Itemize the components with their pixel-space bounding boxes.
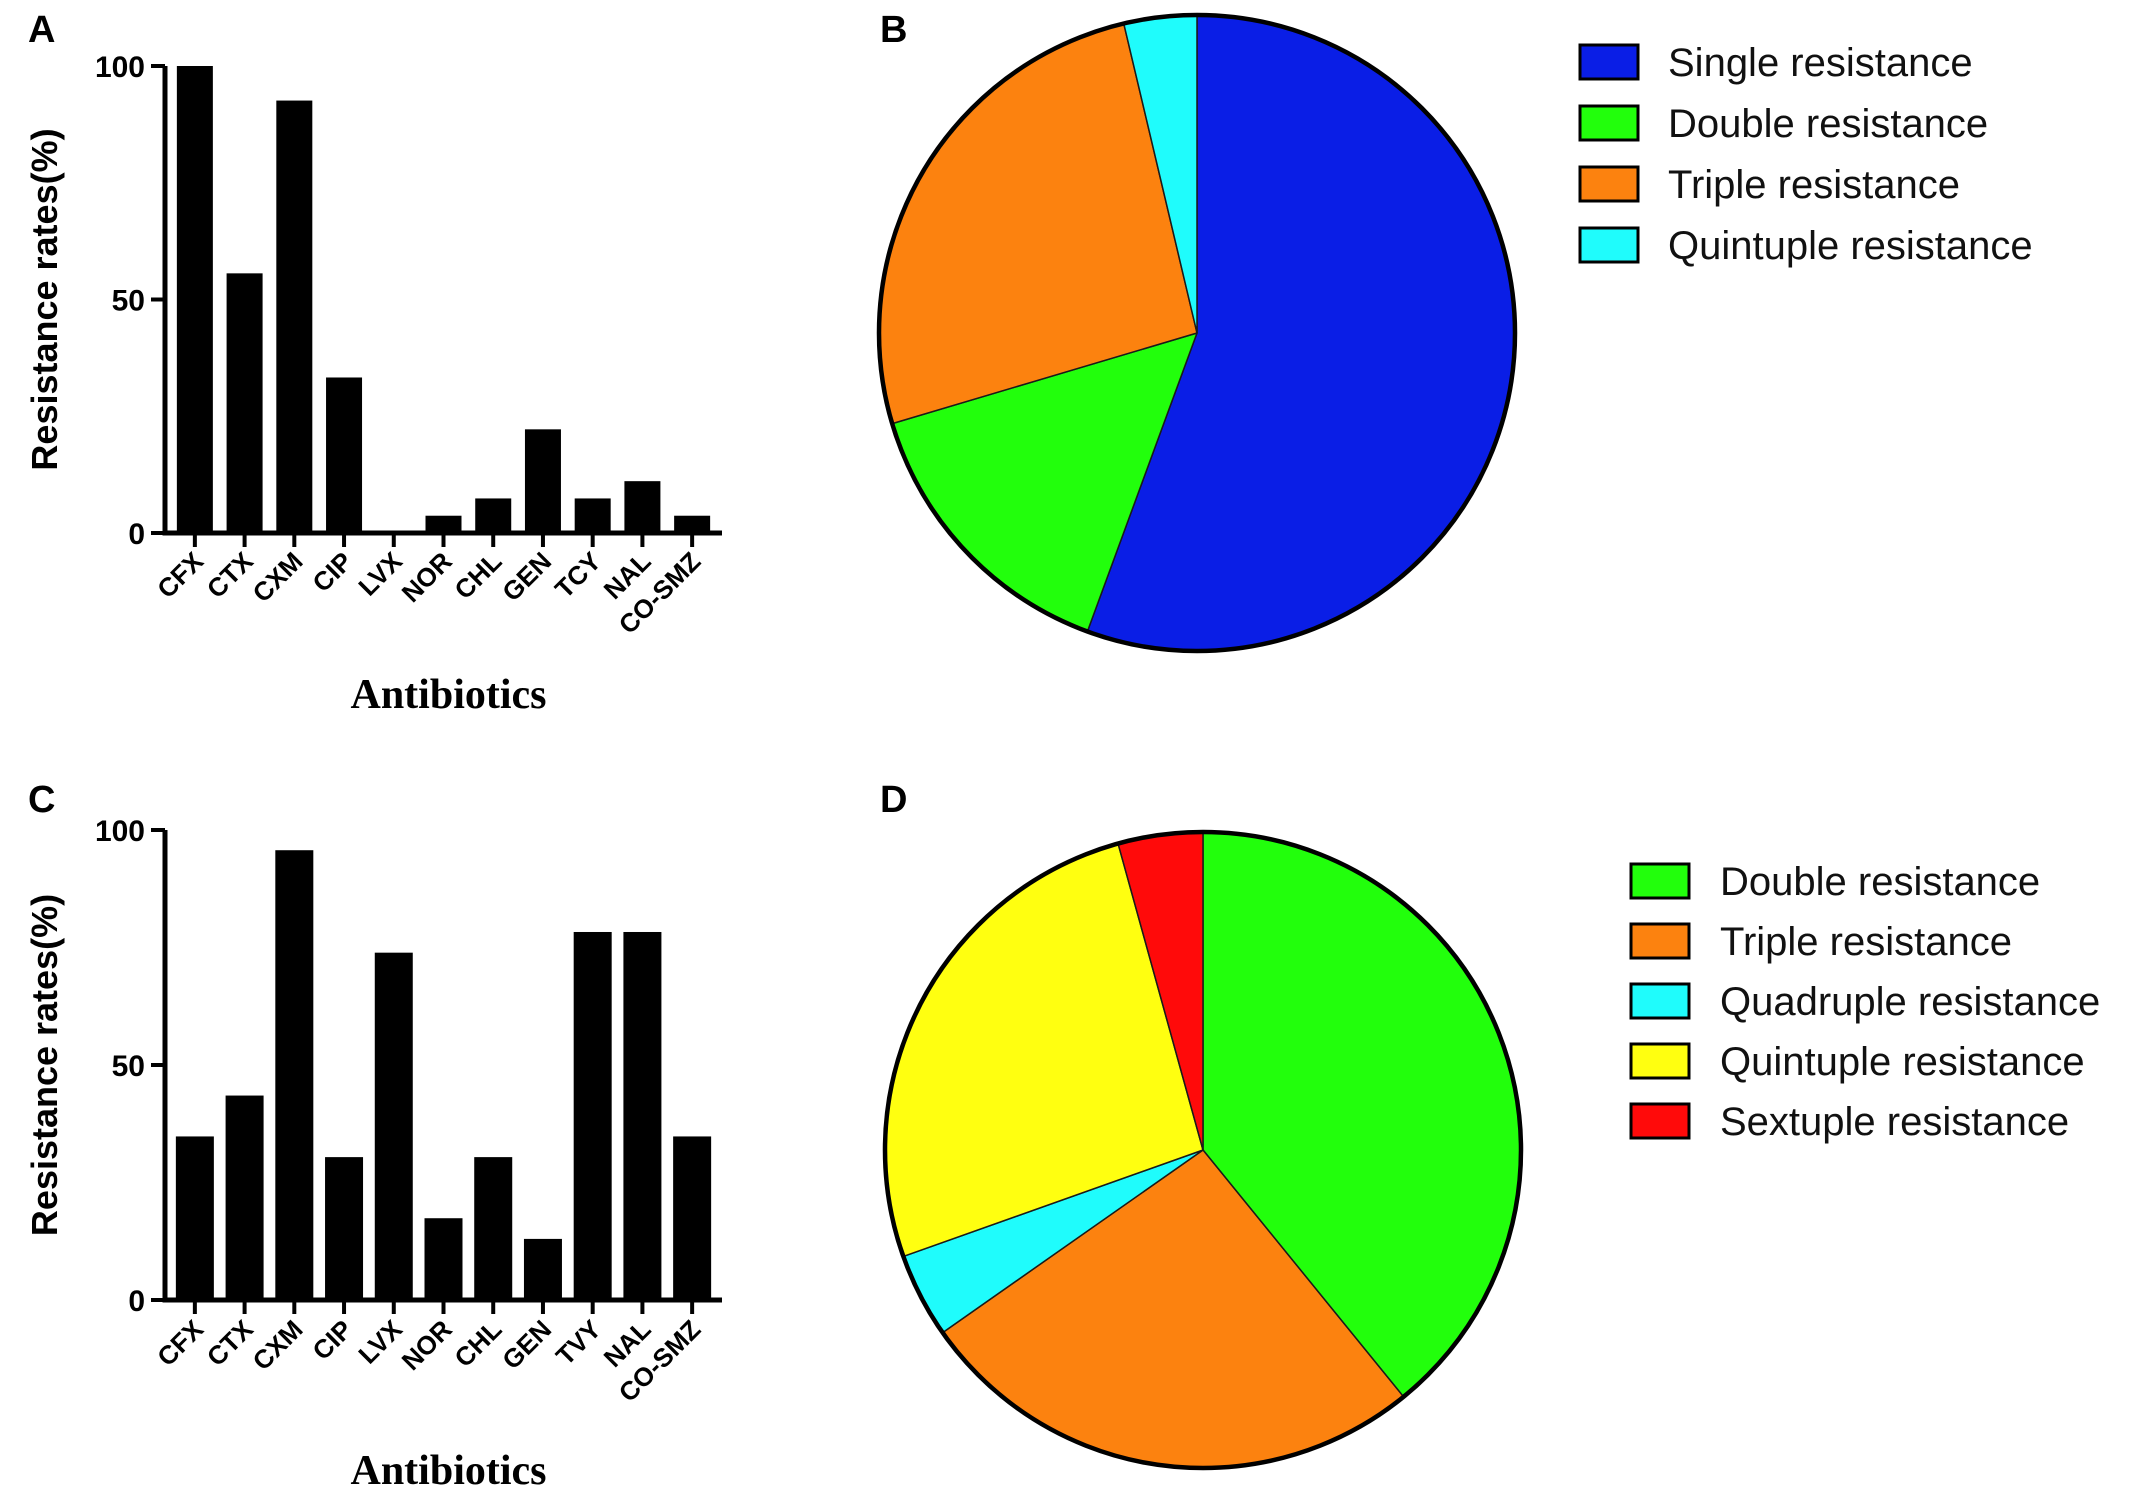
y-axis-title: Resistance rates(%) [24,128,65,470]
bar-co-smz[interactable] [674,515,711,533]
panel-d: D Double resistance Triple resistance Quadr… [880,779,2100,1471]
legend-swatch [1629,982,1691,1020]
y-tick-label: 0 [128,1285,145,1318]
x-tick-label-cxm: CXM [246,546,308,608]
panel-label-a: A [28,9,55,51]
x-tick-label-chl: CHL [448,546,507,605]
x-tick-label-lvx: LVX [352,546,408,602]
panel-c: C050100CFXCTXCXMCIPLVXNORCHLGENTVYNALCO-… [24,779,722,1494]
bar-co-smz[interactable] [673,1136,712,1300]
bar-lvx[interactable] [374,952,413,1300]
bar-cxm[interactable] [275,850,314,1300]
bar-nal[interactable] [623,931,662,1300]
legend-label-single-resistance: Single resistance [1668,41,1973,85]
legend-label-quintuple-resistance: Quintuple resistance [1668,224,2033,268]
x-tick-label-tcy: TCY [549,546,607,604]
x-tick-label-nor: NOR [396,546,458,608]
legend-item[interactable]: Double resistance [1578,102,1988,146]
legend-label-triple-resistance: Triple resistance [1668,163,1960,207]
legend-label-triple-resistance: Triple resistance [1720,920,2012,964]
x-tick-label-ctx: CTX [201,546,259,604]
bar-ctx[interactable] [225,1095,264,1300]
y-tick-label: 100 [95,815,145,848]
bar-chl[interactable] [474,1157,513,1300]
legend-swatch [1629,1102,1691,1140]
bar-cip[interactable] [325,1157,364,1300]
legend-swatch [1629,1042,1691,1080]
legend-swatch [1578,104,1640,142]
legend-item[interactable]: Double resistance [1629,860,2040,904]
legend-swatch [1578,226,1640,264]
bar-cfx[interactable] [175,1136,214,1300]
bar-tcy[interactable] [574,498,611,533]
x-tick-label-cfx: CFX [151,546,209,604]
bar-tvy[interactable] [573,931,612,1300]
panel-a: A050100CFXCTXCXMCIPLVXNORCHLGENTCYNALCO-… [24,9,722,718]
bar-nor[interactable] [425,515,462,533]
panel-label-b: B [880,9,907,51]
bar-cfx[interactable] [176,66,213,533]
panel-b: B Single resistance Double resistance Tripl… [876,9,2033,654]
legend-swatch [1578,165,1640,203]
legend-item[interactable]: Sextuple resistance [1629,1100,2069,1144]
x-tick-label-ctx: CTX [201,1314,259,1372]
bar-cip[interactable] [326,377,363,533]
legend-swatch [1629,862,1691,900]
y-tick-label: 50 [112,285,145,318]
y-tick-label: 100 [95,51,145,84]
legend: Double resistance Triple resistance Quadru… [1629,860,2100,1144]
legend-label-quintuple-resistance: Quintuple resistance [1720,1040,2085,1084]
x-tick-label-cfx: CFX [151,1314,209,1372]
x-tick-label-chl: CHL [448,1314,507,1373]
bar-nal[interactable] [624,481,661,533]
bar-ctx[interactable] [226,273,263,533]
legend-item[interactable]: Quadruple resistance [1629,980,2100,1024]
x-tick-label-cxm: CXM [246,1314,308,1376]
x-tick-label-cip: CIP [306,546,358,598]
legend-item[interactable]: Quintuple resistance [1578,224,2033,268]
x-tick-label-nor: NOR [396,1314,458,1376]
legend-item[interactable]: Triple resistance [1629,920,2012,964]
x-tick-label-lvx: LVX [352,1314,408,1370]
y-axis-title: Resistance rates(%) [24,894,65,1236]
legend: Single resistance Double resistance Triple… [1578,41,2033,268]
bar-cxm[interactable] [276,100,313,534]
legend-label-sextuple-resistance: Sextuple resistance [1720,1100,2069,1144]
bar-gen[interactable] [523,1238,562,1300]
x-axis-title: Antibiotics [350,672,546,718]
pie-outline [882,829,1524,1471]
x-tick-label-gen: GEN [496,1314,557,1375]
pie-outline [876,12,1518,654]
y-tick-label: 50 [112,1050,145,1083]
legend-item[interactable]: Quintuple resistance [1629,1040,2085,1084]
x-tick-label-cip: CIP [306,1314,358,1366]
x-tick-label-gen: GEN [496,546,557,607]
bar-chl[interactable] [475,498,512,533]
legend-swatch [1578,43,1640,81]
legend-item[interactable]: Single resistance [1578,41,1973,85]
x-axis-title: Antibiotics [350,1448,546,1494]
panel-label-c: C [28,779,55,821]
legend-label-double-resistance: Double resistance [1668,102,1988,146]
legend-swatch [1629,922,1691,960]
legend-label-quadruple-resistance: Quadruple resistance [1720,980,2100,1024]
bar-nor[interactable] [424,1218,463,1300]
legend-item[interactable]: Triple resistance [1578,163,1960,207]
legend-label-double-resistance: Double resistance [1720,860,2040,904]
panel-label-d: D [880,779,907,821]
bar-gen[interactable] [524,429,561,533]
x-tick-label-tvy: TVY [550,1314,607,1371]
y-tick-label: 0 [128,518,145,551]
